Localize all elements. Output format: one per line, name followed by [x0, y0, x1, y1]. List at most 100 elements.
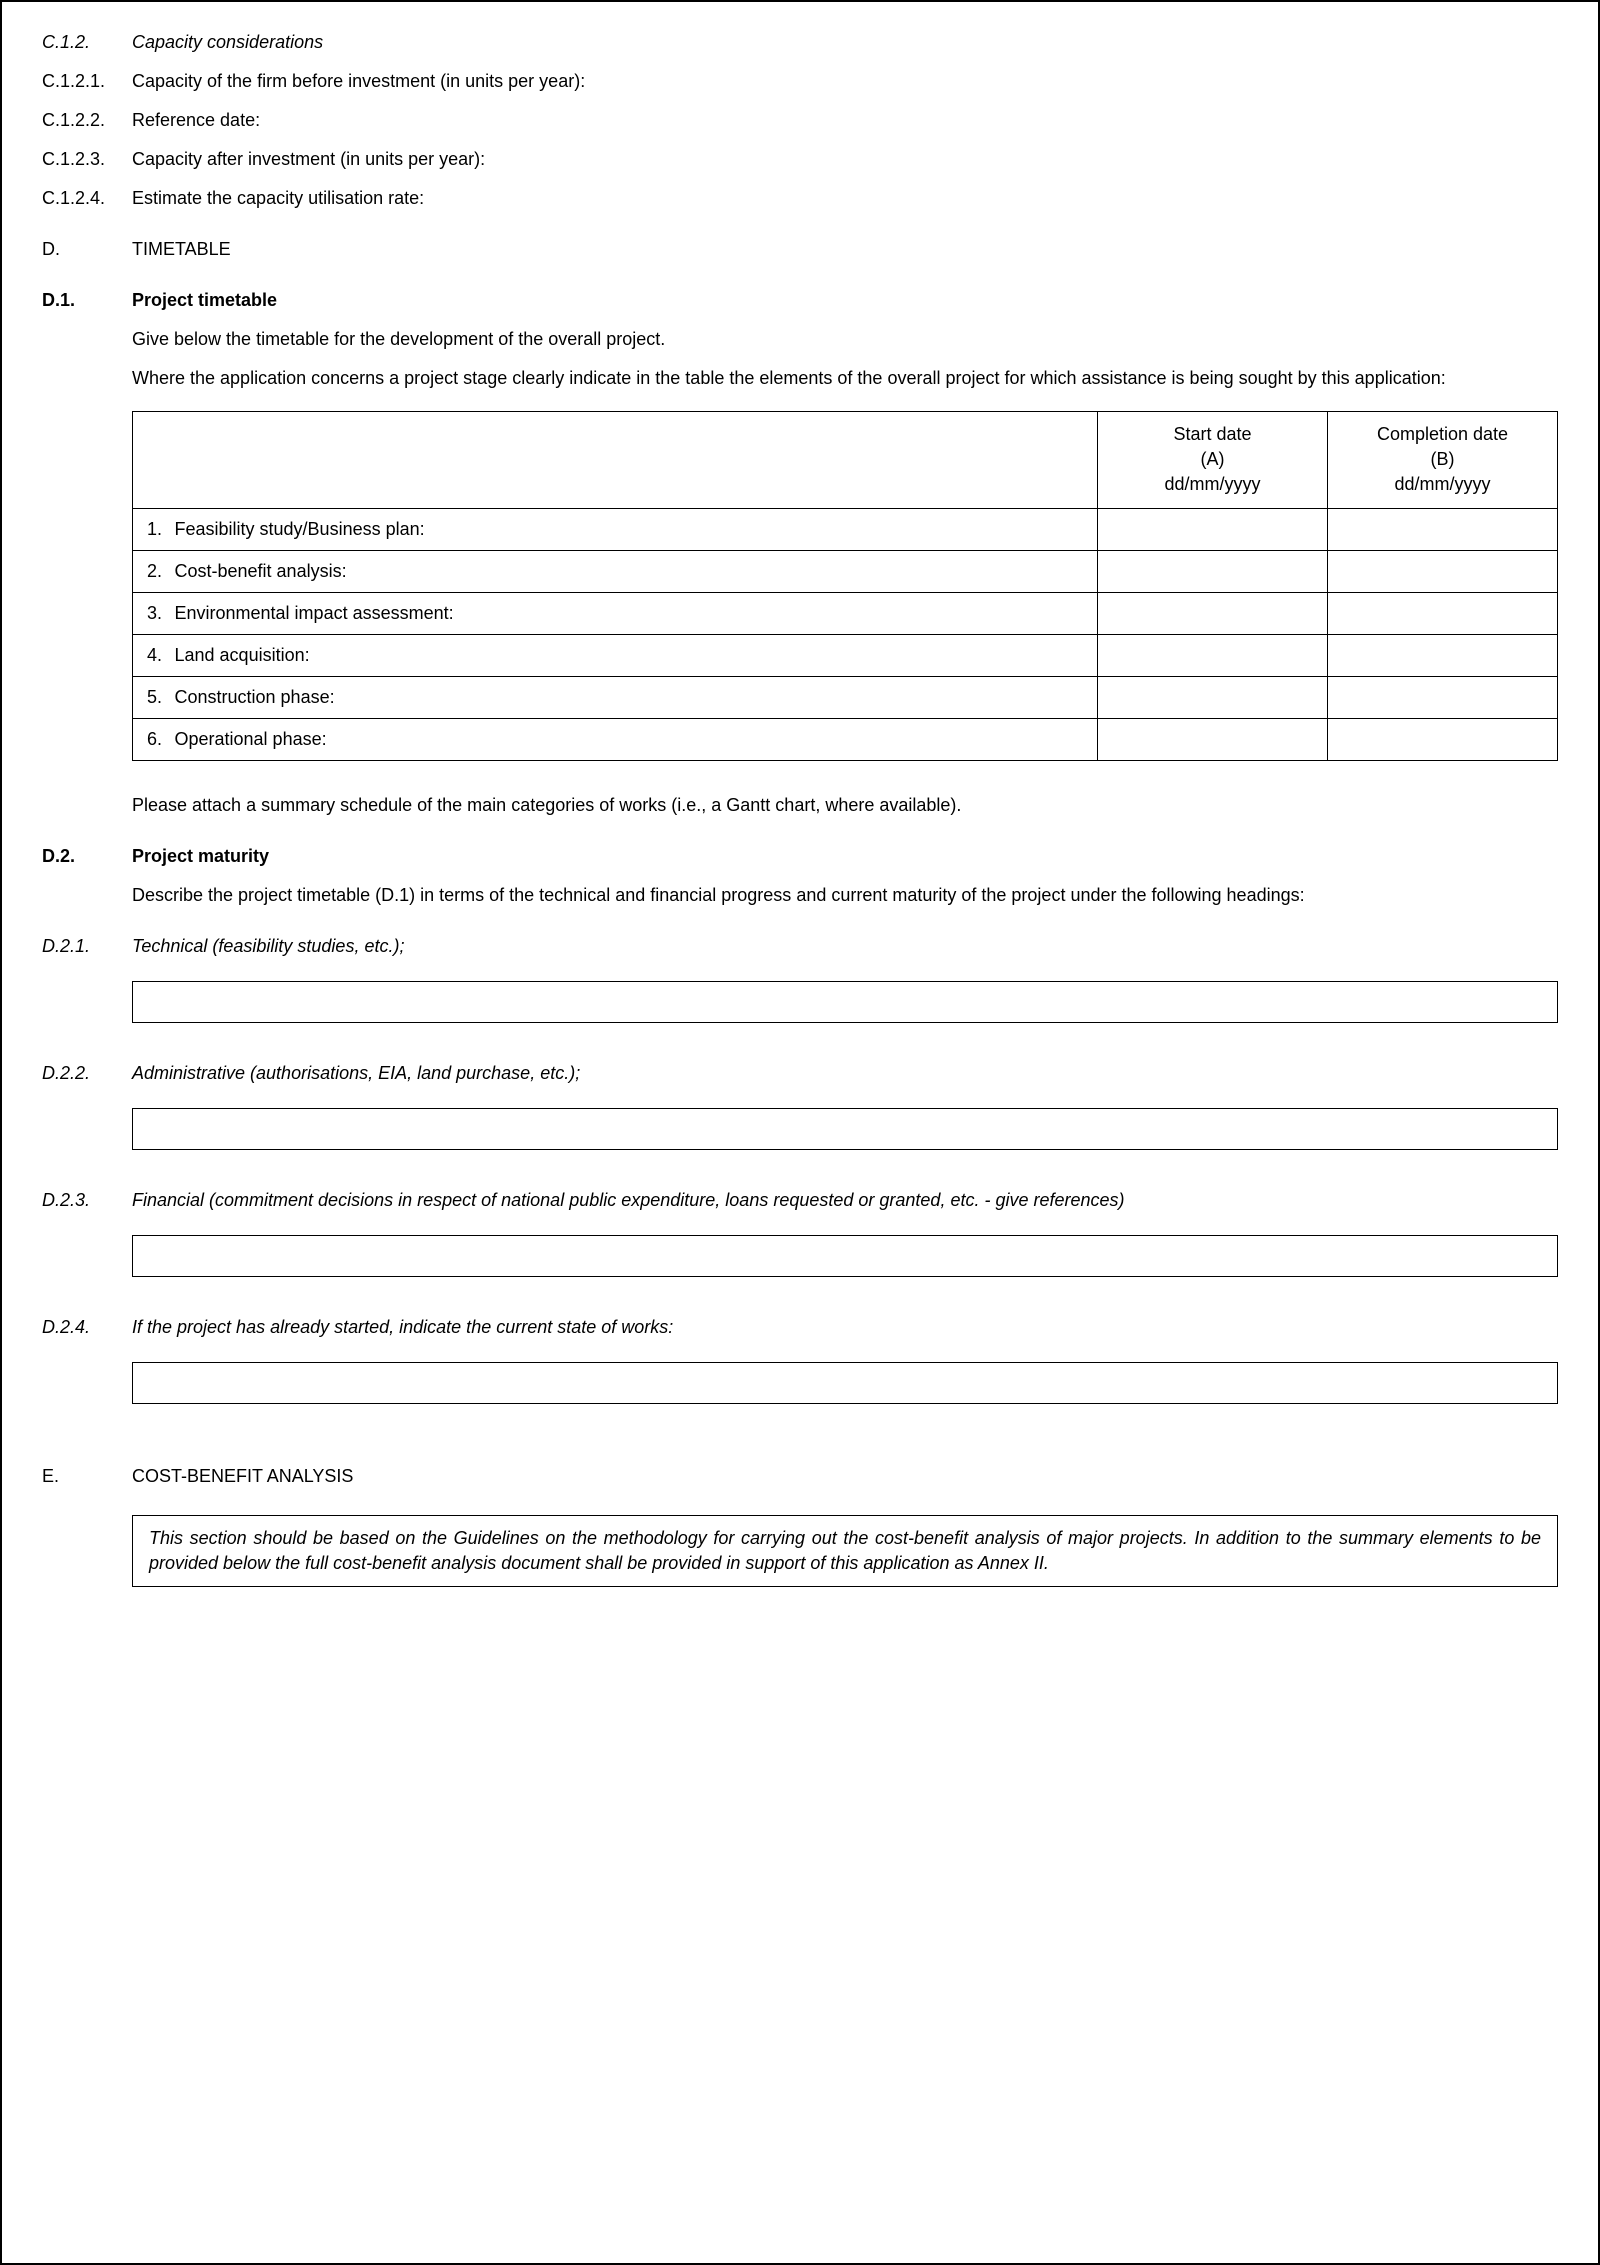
table-row-label: Construction phase: [169, 676, 1098, 718]
num-e: E. [42, 1466, 132, 1487]
d1-p2: Where the application concerns a project… [132, 368, 1558, 389]
table-cell-start[interactable] [1098, 592, 1328, 634]
num-d24: D.2.4. [42, 1317, 132, 1338]
num-d2: D.2. [42, 846, 132, 867]
title-d: TIMETABLE [132, 239, 1558, 260]
table-row-label: Feasibility study/Business plan: [169, 508, 1098, 550]
section-d2: D.2. Project maturity [42, 846, 1558, 867]
d22-input[interactable] [132, 1108, 1558, 1150]
table-cell-completion[interactable] [1328, 718, 1558, 760]
num-c121: C.1.2.1. [42, 71, 132, 92]
num-c12: C.1.2. [42, 32, 132, 53]
section-e: E. COST-BENEFIT ANALYSIS [42, 1466, 1558, 1487]
table-cell-completion[interactable] [1328, 508, 1558, 550]
d2-p1: Describe the project timetable (D.1) in … [132, 885, 1558, 906]
timetable-table: Start date (A) dd/mm/yyyy Completion dat… [132, 411, 1558, 761]
table-row: 5.Construction phase: [133, 676, 1558, 718]
num-d23: D.2.3. [42, 1190, 132, 1211]
title-d2: Project maturity [132, 846, 1558, 867]
d2-p1-row: Describe the project timetable (D.1) in … [42, 885, 1558, 906]
d22-input-row [42, 1098, 1558, 1160]
table-row-number: 6. [133, 718, 169, 760]
d21-input-row [42, 971, 1558, 1033]
timetable-tbody: 1.Feasibility study/Business plan:2.Cost… [133, 508, 1558, 760]
text-c122: Reference date: [132, 110, 1558, 131]
d1-p2-row: Where the application concerns a project… [42, 368, 1558, 389]
section-d1: D.1. Project timetable [42, 290, 1558, 311]
text-d24: If the project has already started, indi… [132, 1317, 1558, 1338]
item-d21: D.2.1. Technical (feasibility studies, e… [42, 936, 1558, 957]
d1-p3: Please attach a summary schedule of the … [132, 795, 1558, 816]
item-c121: C.1.2.1. Capacity of the firm before inv… [42, 71, 1558, 92]
item-d23: D.2.3. Financial (commitment decisions i… [42, 1190, 1558, 1211]
e-info-box: This section should be based on the Guid… [132, 1515, 1558, 1587]
table-cell-completion[interactable] [1328, 550, 1558, 592]
table-row: 1.Feasibility study/Business plan: [133, 508, 1558, 550]
num-c123: C.1.2.3. [42, 149, 132, 170]
item-c124: C.1.2.4. Estimate the capacity utilisati… [42, 188, 1558, 209]
table-row-label: Environmental impact assessment: [169, 592, 1098, 634]
table-row-number: 5. [133, 676, 169, 718]
num-d21: D.2.1. [42, 936, 132, 957]
item-c123: C.1.2.3. Capacity after investment (in u… [42, 149, 1558, 170]
title-c12: Capacity considerations [132, 32, 1558, 53]
table-row-number: 4. [133, 634, 169, 676]
text-c124: Estimate the capacity utilisation rate: [132, 188, 1558, 209]
table-row: 6.Operational phase: [133, 718, 1558, 760]
num-c122: C.1.2.2. [42, 110, 132, 131]
table-cell-start[interactable] [1098, 676, 1328, 718]
table-row-label: Land acquisition: [169, 634, 1098, 676]
d24-input-row [42, 1352, 1558, 1414]
table-cell-start[interactable] [1098, 718, 1328, 760]
d21-input[interactable] [132, 981, 1558, 1023]
table-row: 2.Cost-benefit analysis: [133, 550, 1558, 592]
text-d23: Financial (commitment decisions in respe… [132, 1190, 1558, 1211]
title-d1: Project timetable [132, 290, 1558, 311]
d1-p1-row: Give below the timetable for the develop… [42, 329, 1558, 350]
title-e: COST-BENEFIT ANALYSIS [132, 1466, 1558, 1487]
table-cell-start[interactable] [1098, 634, 1328, 676]
table-row-label: Operational phase: [169, 718, 1098, 760]
table-row-number: 2. [133, 550, 169, 592]
table-header-blank [133, 412, 1098, 509]
table-cell-start[interactable] [1098, 550, 1328, 592]
table-row: 4.Land acquisition: [133, 634, 1558, 676]
section-c12: C.1.2. Capacity considerations [42, 32, 1558, 53]
d23-input-row [42, 1225, 1558, 1287]
table-cell-completion[interactable] [1328, 634, 1558, 676]
item-d24: D.2.4. If the project has already starte… [42, 1317, 1558, 1338]
d1-p1: Give below the timetable for the develop… [132, 329, 1558, 350]
text-d21: Technical (feasibility studies, etc.); [132, 936, 1558, 957]
table-cell-completion[interactable] [1328, 592, 1558, 634]
item-d22: D.2.2. Administrative (authorisations, E… [42, 1063, 1558, 1084]
e-info-row: This section should be based on the Guid… [42, 1505, 1558, 1587]
colA-l2: (A) [1201, 449, 1225, 469]
d1-p3-row: Please attach a summary schedule of the … [42, 795, 1558, 816]
colB-l1: Completion date [1377, 424, 1508, 444]
d1-table-row: Start date (A) dd/mm/yyyy Completion dat… [42, 403, 1558, 781]
table-cell-completion[interactable] [1328, 676, 1558, 718]
colA-l3: dd/mm/yyyy [1164, 474, 1260, 494]
section-d: D. TIMETABLE [42, 239, 1558, 260]
item-c122: C.1.2.2. Reference date: [42, 110, 1558, 131]
table-header-start: Start date (A) dd/mm/yyyy [1098, 412, 1328, 509]
num-d22: D.2.2. [42, 1063, 132, 1084]
table-row-number: 1. [133, 508, 169, 550]
text-d22: Administrative (authorisations, EIA, lan… [132, 1063, 1558, 1084]
num-d1: D.1. [42, 290, 132, 311]
colA-l1: Start date [1173, 424, 1251, 444]
table-row: 3.Environmental impact assessment: [133, 592, 1558, 634]
num-d: D. [42, 239, 132, 260]
num-c124: C.1.2.4. [42, 188, 132, 209]
page-container: C.1.2. Capacity considerations C.1.2.1. … [0, 0, 1600, 2265]
d23-input[interactable] [132, 1235, 1558, 1277]
table-row-label: Cost-benefit analysis: [169, 550, 1098, 592]
d24-input[interactable] [132, 1362, 1558, 1404]
table-cell-start[interactable] [1098, 508, 1328, 550]
text-c123: Capacity after investment (in units per … [132, 149, 1558, 170]
table-header-completion: Completion date (B) dd/mm/yyyy [1328, 412, 1558, 509]
colB-l2: (B) [1431, 449, 1455, 469]
colB-l3: dd/mm/yyyy [1394, 474, 1490, 494]
table-row-number: 3. [133, 592, 169, 634]
text-c121: Capacity of the firm before investment (… [132, 71, 1558, 92]
